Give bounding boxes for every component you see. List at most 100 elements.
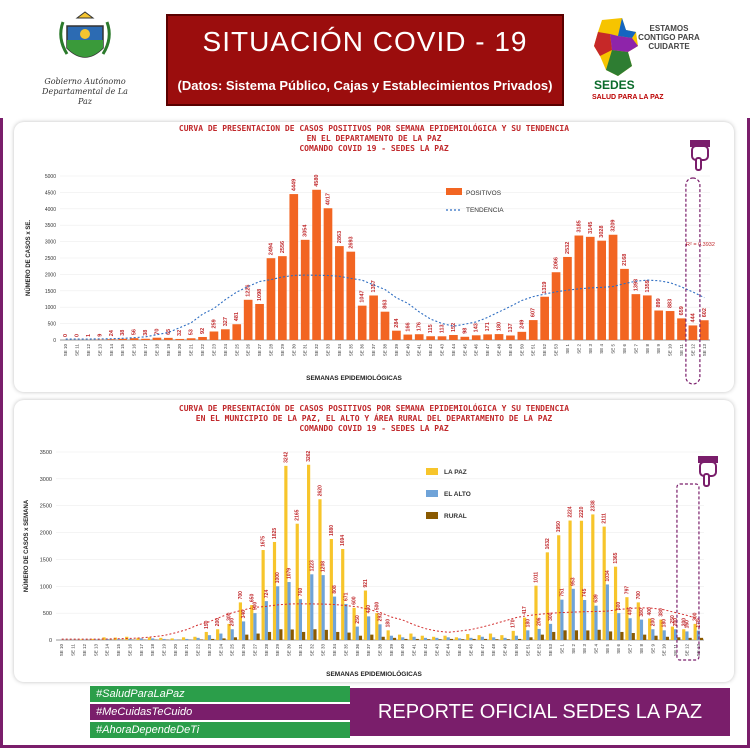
chart2-bar-rural-17 — [256, 633, 260, 640]
chart2-value-label-elalto-22: 1223 — [309, 560, 315, 571]
chart2-bar-lapaz-27 — [363, 590, 368, 640]
chart1-value-label-26: 1047 — [360, 290, 366, 302]
chart2-value-label-elalto-41: 180 — [525, 619, 531, 628]
chart2-xtick-16: SE 26 — [241, 644, 246, 657]
chart2-value-label-elalto-25: 671 — [343, 592, 349, 601]
chart1-value-label-43: 2066 — [554, 257, 560, 269]
sedes-logo: ESTAMOS CONTIGO PARA CUIDARTE SEDES SALU… — [590, 14, 720, 110]
chart2-value-label-lapaz-28: 500 — [374, 602, 380, 611]
chart2-bar-elalto-28 — [378, 624, 382, 640]
chart2-bar-rural-40 — [518, 638, 522, 640]
chart2-bar-elalto-40 — [514, 635, 519, 640]
chart1-xtick-18: SE 28 — [268, 344, 273, 357]
chart1-value-label-6: 56 — [132, 329, 138, 335]
chart1-bar-20 — [289, 194, 299, 340]
chart1-bar-49 — [620, 268, 629, 340]
chart1-value-label-27: 1357 — [371, 280, 377, 292]
chart1-bar-29 — [392, 330, 401, 340]
chart2-bar-lapaz-41 — [523, 617, 527, 640]
chart2-bar-rural-49 — [620, 631, 624, 640]
chart1-value-label-28: 863 — [383, 300, 389, 309]
chart2-xtick-44: SE 1 — [559, 644, 564, 654]
chart2-legend-swatch-lapaz — [426, 468, 438, 475]
chart2-value-label-elalto-51: 380 — [639, 608, 645, 617]
chart1-xtick-50: SE 7 — [633, 344, 638, 354]
chart2-value-label-elalto-28: 292 — [378, 613, 384, 622]
hashtag-list: #SaludParaLaPaz #MeCuidasTeCuido #AhoraD… — [90, 686, 350, 740]
chart2-value-label-lapaz-22: 3262 — [306, 450, 312, 461]
chart2-value-label-elalto-54: 200 — [673, 618, 679, 627]
chart2-value-label-lapaz-41: 417 — [522, 606, 528, 615]
chart2-bar-rural-14 — [222, 638, 226, 640]
chart2-value-label-elalto-43: 300 — [548, 612, 554, 621]
chart2-bar-rural-16 — [245, 634, 249, 640]
chart1-ytick-0: 0 — [53, 338, 56, 344]
chart2-bar-elalto-22 — [310, 574, 314, 640]
chart1-bar-38 — [494, 334, 504, 340]
chart2-xtick-52: SE 9 — [650, 644, 655, 654]
chart1-bar-31 — [414, 334, 424, 340]
chart2-value-label-elalto-21: 760 — [298, 588, 304, 597]
chart2-xtick-8: SE 18 — [150, 644, 155, 657]
chart2-xtick-14: SE 24 — [218, 644, 223, 657]
chart1-title-line1: CURVA DE PRESENTACION DE CASOS POSITIVOS… — [178, 124, 570, 133]
chart1-value-label-40: 249 — [519, 320, 525, 329]
chart2-bar-elalto-10 — [173, 639, 177, 640]
chart2-value-label-lapaz-15: 300 — [227, 612, 233, 621]
chart1-value-label-20: 4449 — [291, 179, 297, 191]
chart2-value-label-elalto-15: 200 — [230, 618, 236, 627]
chart2-value-label-lapaz-18: 1675 — [261, 536, 267, 547]
chart1-xtick-55: SE 12 — [690, 344, 695, 357]
chart1-bar-47 — [597, 240, 606, 340]
chart1-bar-37 — [483, 334, 492, 340]
chart2-bar-rural-15 — [233, 637, 237, 640]
chart2-xtick-53: SE 10 — [662, 644, 667, 657]
chart1-bar-25 — [346, 251, 356, 340]
chart2-bar-rural-25 — [347, 632, 351, 640]
chart2-bar-elalto-41 — [526, 630, 530, 640]
chart2-bar-lapaz-20 — [284, 465, 288, 640]
chart2-ytick-6: 3000 — [40, 477, 52, 483]
chart2-bar-elalto-35 — [457, 638, 462, 640]
chart2-trendline — [61, 603, 699, 640]
chart2-xtick-40: SE 50 — [514, 644, 519, 657]
chart1-xtick-46: SE 3 — [588, 344, 593, 354]
chart1-bar-12 — [198, 336, 207, 340]
chart1-xlabel: SEMANAS EPIDEMIOLÓGICAS — [306, 373, 402, 382]
chart2-bar-rural-48 — [608, 631, 613, 640]
chart1-value-label-34: 152 — [451, 323, 457, 332]
chart1-highlight-outline — [685, 177, 701, 385]
chart2-xtick-0: SE 10 — [59, 644, 64, 657]
chart1-xtick-21: SE 31 — [303, 344, 308, 357]
pointing-hand-icon-cuff — [690, 140, 710, 147]
chart2-xtick-22: SE 32 — [309, 644, 314, 657]
chart1-value-label-18: 2494 — [268, 242, 274, 255]
chart2-bar-lapaz-37 — [477, 635, 481, 640]
chart2-xtick-34: SE 44 — [446, 644, 451, 657]
chart2-bar-elalto-31 — [412, 636, 416, 640]
chart2-xtick-9: SE 19 — [162, 644, 167, 657]
chart2-xtick-56: SE 13 — [696, 644, 701, 657]
chart2-xtick-42: SE 52 — [537, 644, 542, 657]
chart2-value-label-elalto-44: 751 — [559, 588, 565, 597]
chart2-xtick-49: SE 6 — [616, 644, 621, 654]
chart1-value-label-24: 2863 — [337, 231, 343, 243]
chart1-value-label-55: 444 — [690, 312, 696, 322]
chart2-bar-lapaz-56 — [693, 623, 697, 640]
bolivia-map-icon — [594, 18, 638, 76]
chart2-value-label-elalto-49: 500 — [616, 602, 622, 611]
gobierno-caption-2: Departamental de La Paz — [42, 87, 128, 106]
chart2-value-label-elalto-46: 745 — [582, 588, 588, 597]
chart2-bar-lapaz-15 — [227, 623, 231, 640]
chart1-xtick-6: SE 16 — [132, 344, 137, 357]
chart1-value-label-36: 143 — [474, 323, 480, 332]
chart1-legend-swatch-positivos — [446, 188, 462, 195]
chart2-bar-lapaz-34 — [443, 635, 447, 640]
chart1-bar-33 — [437, 336, 447, 340]
chart2-title-line2: EN EL MUNICIPIO DE LA PAZ, EL ALTO Y ÁRE… — [195, 414, 553, 423]
chart1-value-label-5: 38 — [120, 330, 126, 336]
chart2-bar-rural-12 — [199, 639, 203, 640]
chart1-value-label-45: 3185 — [576, 220, 582, 232]
chart2-bar-lapaz-16 — [238, 602, 242, 640]
chart2-bar-lapaz-30 — [397, 634, 402, 640]
